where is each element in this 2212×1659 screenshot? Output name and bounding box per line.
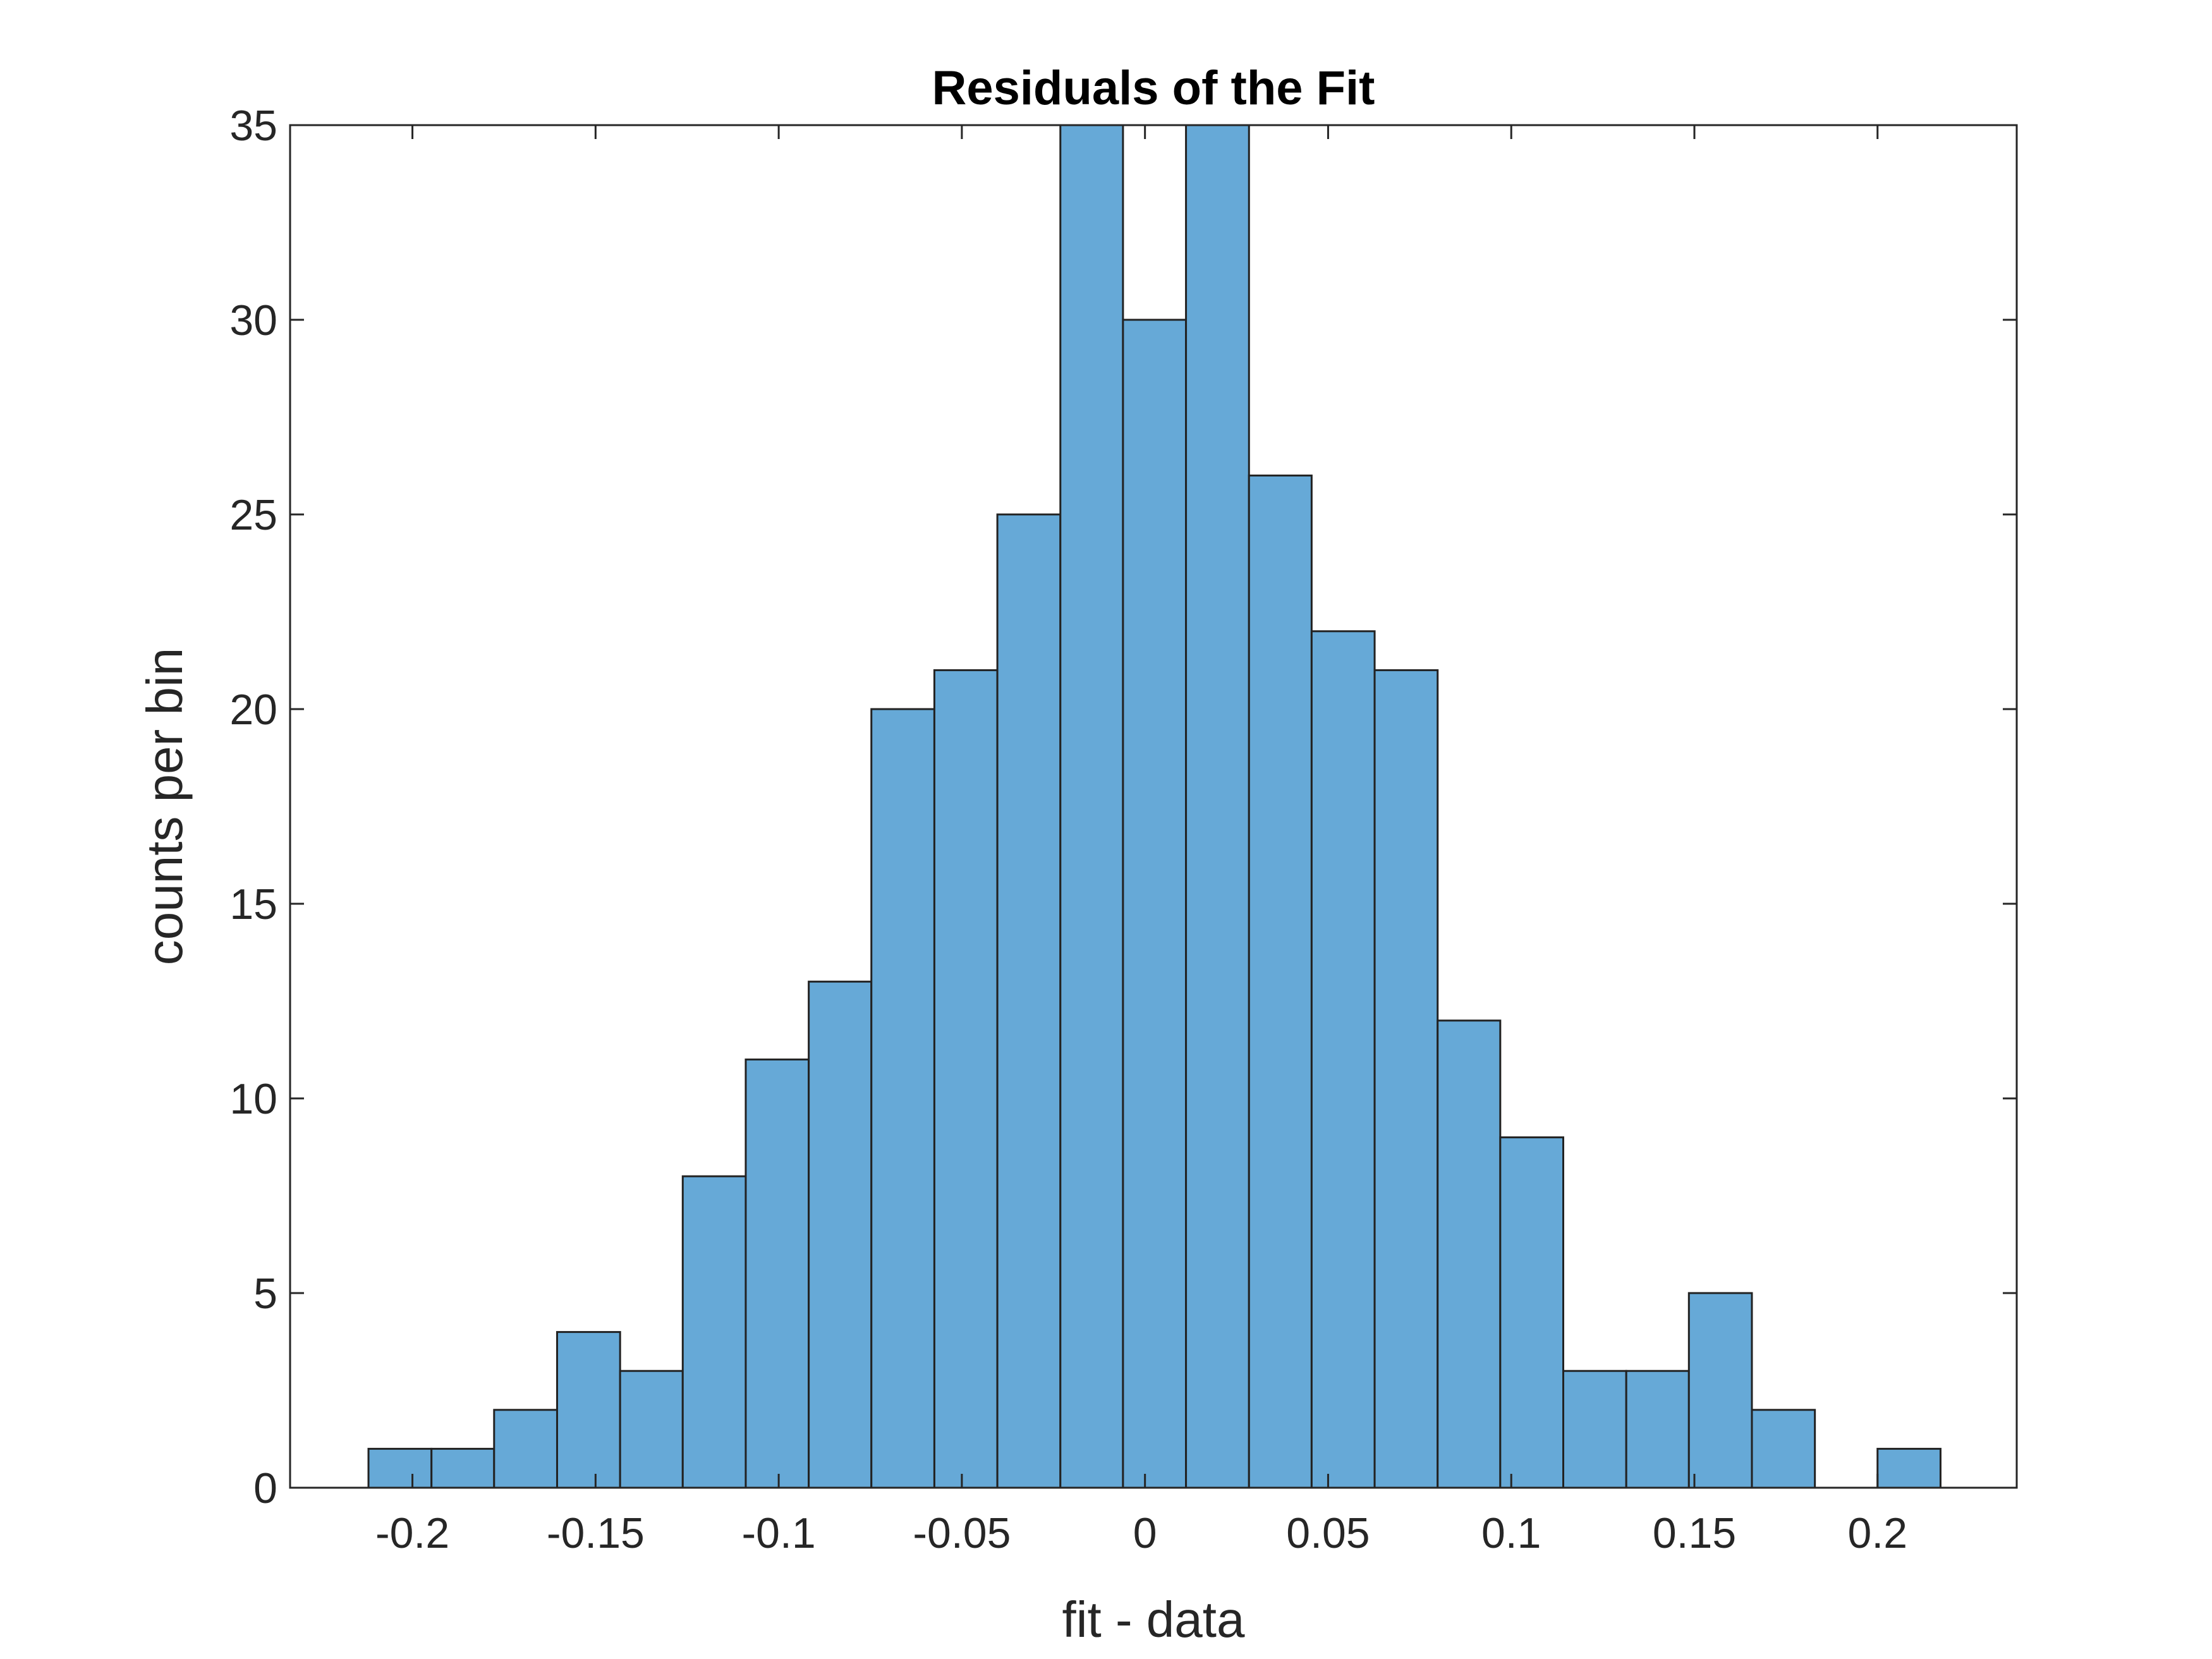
bar	[1499, 1136, 1565, 1489]
bar	[681, 1175, 747, 1489]
y-axis-label: counts per bin	[137, 648, 193, 966]
y-tick-label: 5	[253, 1270, 277, 1318]
bar	[808, 980, 873, 1489]
bar	[367, 1447, 433, 1489]
chart-title: Residuals of the Fit	[932, 61, 1375, 115]
bar	[1122, 319, 1188, 1489]
bar	[1373, 669, 1439, 1489]
x-tick-label: 0	[1133, 1509, 1157, 1557]
x-tick-label: 0.05	[1286, 1509, 1370, 1557]
bar	[1248, 474, 1313, 1489]
bar	[933, 669, 999, 1489]
x-tick-label: -0.1	[742, 1509, 816, 1557]
x-axis-label: fit - data	[1062, 1591, 1245, 1648]
bar	[1310, 630, 1376, 1489]
bar	[1625, 1370, 1690, 1489]
x-tick-label: 0.2	[1848, 1509, 1908, 1557]
bar	[1059, 124, 1124, 1489]
y-tick-label: 10	[229, 1075, 277, 1123]
x-tick-label: -0.05	[913, 1509, 1011, 1557]
x-tick-label: 0.1	[1481, 1509, 1541, 1557]
y-tick-label: 0	[253, 1464, 277, 1512]
bar	[996, 513, 1062, 1489]
y-tick-label: 20	[229, 686, 277, 734]
x-tick-label: 0.15	[1653, 1509, 1736, 1557]
bar	[493, 1409, 558, 1489]
bar	[1185, 124, 1250, 1489]
bar	[619, 1370, 684, 1489]
bar	[744, 1058, 810, 1489]
bar	[870, 708, 935, 1489]
y-tick-label: 25	[229, 491, 277, 539]
bar	[556, 1331, 621, 1489]
bar	[1687, 1292, 1753, 1489]
axes-box	[289, 124, 2018, 1489]
bar	[1876, 1447, 1942, 1489]
bar	[1562, 1370, 1627, 1489]
bar	[430, 1447, 495, 1489]
bar	[1437, 1019, 1502, 1489]
x-tick-label: -0.15	[547, 1509, 645, 1557]
bar	[1751, 1409, 1816, 1489]
x-tick-label: -0.2	[375, 1509, 449, 1557]
y-tick-label: 30	[229, 296, 277, 344]
y-tick-label: 35	[229, 102, 277, 150]
y-tick-label: 15	[229, 880, 277, 928]
